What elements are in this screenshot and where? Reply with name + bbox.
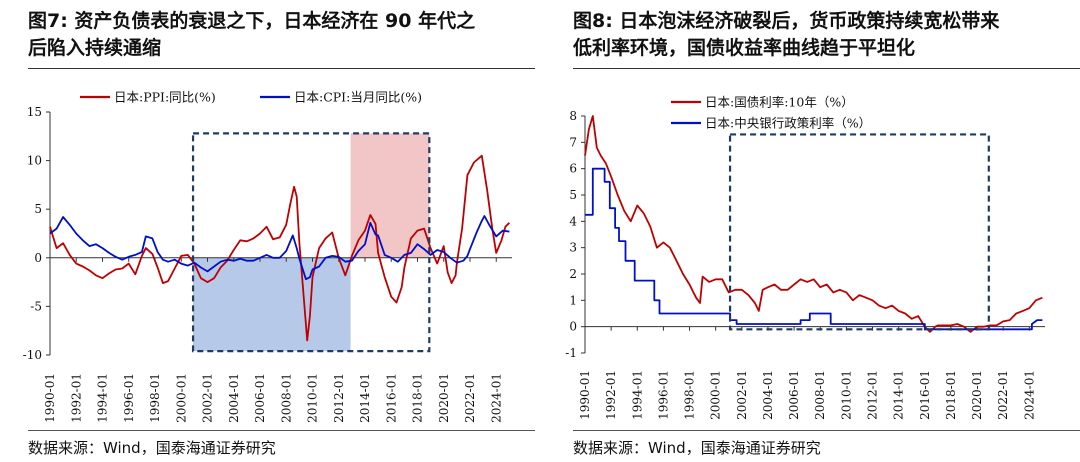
series-line-1 [49,215,510,281]
y-tick-label: 2 [569,267,577,281]
y-tick-label: 0 [569,320,577,334]
chart-title-left: 图7: 资产负债表的衰退之下，日本经济在 90 年代之 后陷入持续通缩 [28,8,533,62]
x-tick-label: 2000-01 [709,370,723,420]
source-divider [573,430,1080,431]
y-tick-label: 15 [27,105,42,119]
x-tick-label: 1996-01 [656,370,670,420]
data-source-note: 数据来源：Wind，国泰海通证券研究 [573,439,821,457]
x-tick-label: 2024-01 [1022,370,1036,420]
x-tick-label: 2010-01 [839,370,853,420]
y-tick-label: 5 [569,188,577,202]
x-tick-label: 2016-01 [918,370,932,420]
x-tick-label: 2018-01 [411,373,425,423]
x-tick-label: 1998-01 [148,373,162,423]
x-tick-label: 2012-01 [332,373,346,423]
y-tick-label: 3 [569,241,577,255]
legend-label: 日本:CPI:当月同比(%) [294,90,422,105]
y-tick-label: 4 [569,214,577,228]
x-tick-label: 2014-01 [892,370,906,420]
x-tick-label: 2016-01 [384,373,398,423]
y-tick-label: 7 [569,135,577,149]
x-tick-label: 2002-01 [201,373,215,423]
x-tick-label: 2008-01 [279,373,293,423]
dashed-highlight-box [191,132,431,353]
y-tick-label: 8 [569,109,577,123]
y-tick-label: 1 [569,293,577,307]
y-tick-label: 6 [569,162,577,176]
x-tick-label: 1992-01 [604,370,618,420]
x-tick-label: 2022-01 [996,370,1010,420]
shaded-region [193,257,351,352]
legend-label: 日本:国债利率:10年（%） [705,95,854,110]
legend-label: 日本:中央银行政策利率（%） [705,116,871,131]
x-tick-label: 2018-01 [944,370,958,420]
chart-title-line2: 低利率环境，国债收益率曲线趋于平坦化 [573,37,916,59]
x-tick-label: 2004-01 [227,373,241,423]
title-divider [573,68,1080,69]
x-tick-label: 2014-01 [358,373,372,423]
title-divider [28,68,535,69]
series-line-1 [585,167,1043,331]
x-tick-label: 1992-01 [69,373,83,423]
x-tick-label: 2020-01 [970,370,984,420]
chart-title-line1: 图8: 日本泡沫经济破裂后，货币政策持续宽松带来 [573,10,1000,32]
series-line-0 [584,115,1043,333]
data-source-note: 数据来源：Wind，国泰海通证券研究 [28,439,276,457]
y-tick-label: 5 [34,202,42,216]
x-tick-label: 2004-01 [761,370,775,420]
x-tick-label: 1994-01 [630,370,644,420]
x-tick-label: 2000-01 [174,373,188,423]
x-tick-label: 2002-01 [735,370,749,420]
x-tick-label: 2020-01 [437,373,451,423]
x-tick-label: 1994-01 [96,373,110,423]
x-tick-label: 1996-01 [122,373,136,423]
source-divider [28,430,535,431]
y-tick-label: 10 [27,154,42,168]
dashed-highlight-box [728,133,990,331]
x-tick-label: 2006-01 [253,373,267,423]
x-tick-label: 1990-01 [43,373,57,423]
x-tick-label: 1990-01 [578,370,592,420]
x-tick-label: 2024-01 [489,373,503,423]
y-tick-label: -1 [565,346,577,360]
y-tick-label: -5 [30,299,42,313]
x-tick-label: 2006-01 [787,370,801,420]
x-tick-label: 2010-01 [306,373,320,423]
y-tick-label: -10 [23,348,42,362]
series-line-0 [49,154,511,342]
legend-label: 日本:PPI:同比(%) [114,90,216,105]
x-tick-label: 2012-01 [866,370,880,420]
chart-panel-left: 图7: 资产负债表的衰退之下，日本经济在 90 年代之 后陷入持续通缩 15 10… [0,0,535,462]
x-tick-label: 2008-01 [813,370,827,420]
shaded-region [350,133,430,258]
x-tick-label: 1998-01 [683,370,697,420]
chart-panel-right: 图8: 日本泡沫经济破裂后，货币政策持续宽松带来 低利率环境，国债收益率曲线趋于… [545,0,1080,462]
x-tick-label: 2022-01 [463,373,477,423]
chart-title-right: 图8: 日本泡沫经济破裂后，货币政策持续宽松带来 低利率环境，国债收益率曲线趋于… [573,8,1078,62]
y-tick-label: 0 [34,251,42,265]
chart-title-line1: 图7: 资产负债表的衰退之下，日本经济在 90 年代之 [28,10,476,32]
chart-title-line2: 后陷入持续通缩 [28,37,162,59]
